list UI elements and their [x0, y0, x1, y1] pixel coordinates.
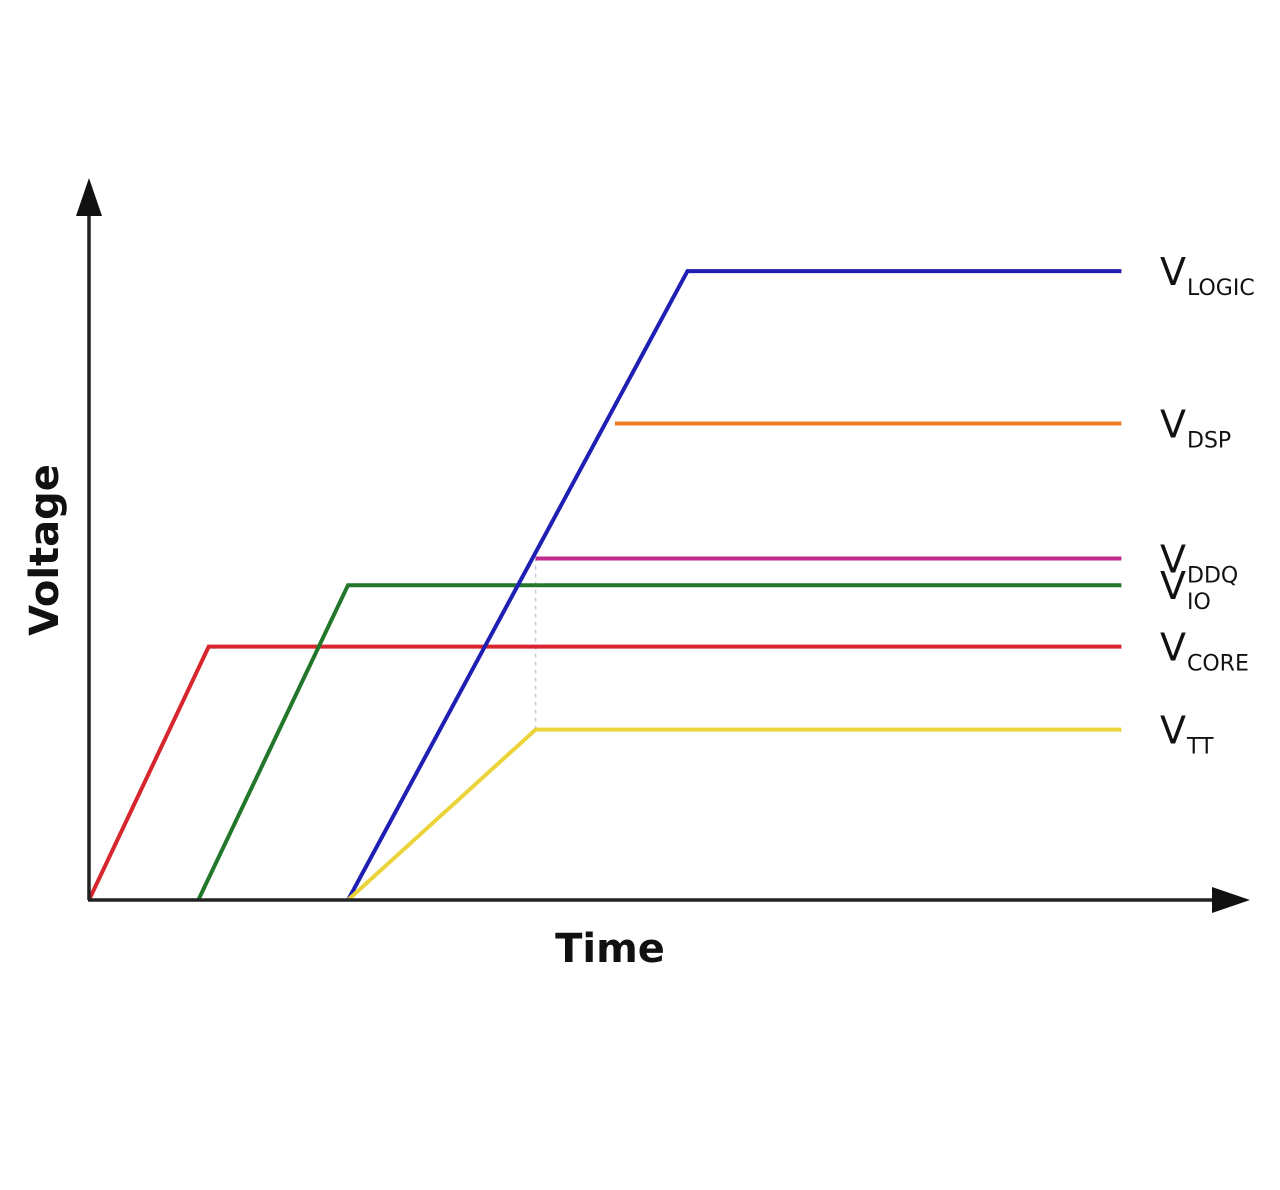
- series-label-main: V: [1160, 709, 1186, 753]
- series-label-v-logic: VLOGIC: [1160, 250, 1255, 301]
- series-label-main: V: [1160, 564, 1186, 608]
- x-axis-title: Time: [555, 926, 665, 972]
- series-lines: [87, 269, 1122, 902]
- series-label-v-tt: VTT: [1160, 709, 1214, 760]
- series-label-main: V: [1160, 538, 1186, 582]
- series-label-main: V: [1160, 403, 1186, 447]
- series-label-v-io: VIO: [1160, 564, 1211, 615]
- series-label-subscript: CORE: [1187, 652, 1249, 677]
- series-line-v-io: [196, 583, 1122, 901]
- y-axis-title: Voltage: [22, 464, 68, 636]
- series-label-v-core: VCORE: [1160, 626, 1249, 677]
- x-axis-arrow-icon: [1212, 887, 1250, 913]
- series-label-v-ddq: VDDQ: [1160, 538, 1238, 589]
- series-label-subscript: IO: [1187, 590, 1211, 615]
- series-line-v-logic: [346, 269, 1122, 901]
- y-axis-arrow-icon: [76, 178, 102, 216]
- series-label-v-dsp: VDSP: [1160, 403, 1231, 454]
- series-line-v-core: [87, 644, 1122, 901]
- series-label-subscript: LOGIC: [1187, 276, 1255, 301]
- series-label-main: V: [1160, 250, 1186, 294]
- series-label-subscript: TT: [1186, 735, 1214, 760]
- series-label-subscript: DSP: [1187, 429, 1231, 454]
- series-line-v-tt: [346, 727, 1122, 902]
- series-label-main: V: [1160, 626, 1186, 670]
- axes: [76, 178, 1250, 913]
- series-label-subscript: DDQ: [1187, 564, 1238, 589]
